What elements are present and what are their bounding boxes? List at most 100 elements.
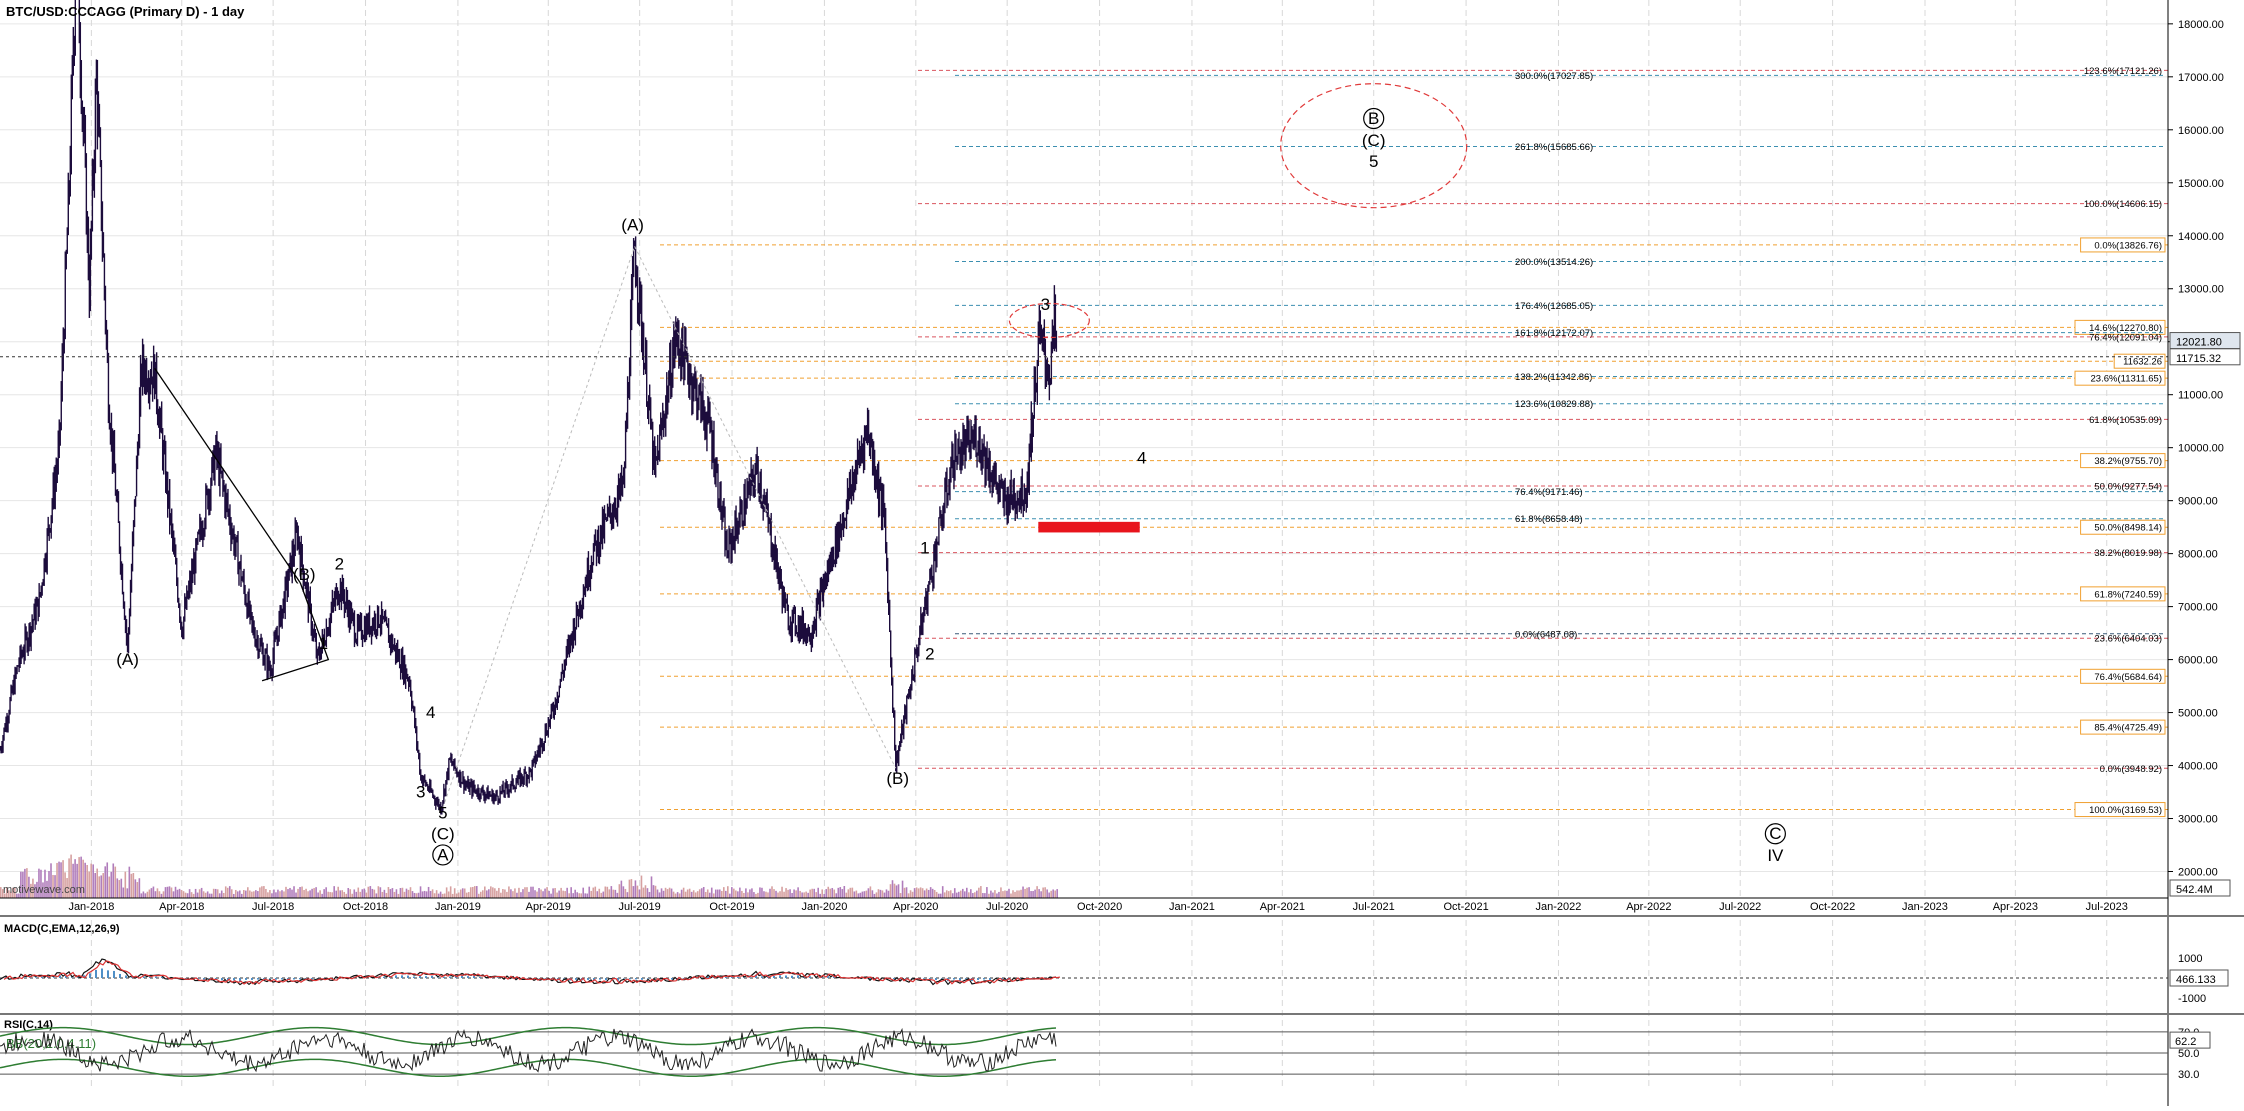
volume-bar xyxy=(755,893,757,898)
fib-level-label: 76.4%(5684.64) xyxy=(2094,672,2162,683)
rsi-value: 62.2 xyxy=(2175,1036,2196,1048)
volume-bar xyxy=(777,892,779,898)
fib-level-label: 176.4%(12685.05) xyxy=(1515,301,1593,312)
volume-bar xyxy=(311,888,313,898)
volume-bar xyxy=(313,888,315,898)
volume-bar xyxy=(417,892,420,898)
volume-bar xyxy=(423,890,426,898)
volume-bar xyxy=(162,891,165,898)
volume-bar xyxy=(841,889,844,898)
wave-label: B xyxy=(1368,109,1379,128)
fib-level-label: 123.6%(10829.88) xyxy=(1515,399,1593,410)
volume-bar xyxy=(913,888,916,898)
volume-bar xyxy=(887,890,890,898)
volume-bar xyxy=(568,893,570,898)
volume-bar xyxy=(257,891,259,898)
volume-bar xyxy=(618,884,621,898)
volume-bar xyxy=(455,893,458,898)
volume-bar xyxy=(184,892,187,898)
volume-bar xyxy=(725,890,727,898)
volume-bar xyxy=(122,887,125,898)
wave-label-circle xyxy=(1363,107,1385,130)
date-tick-label: Jan-2021 xyxy=(1169,901,1215,913)
volume-bar xyxy=(941,886,944,898)
volume-bar xyxy=(885,889,888,898)
volume-bar xyxy=(508,886,510,898)
volume-bar xyxy=(775,890,777,898)
fib-level-label: 11632.26 xyxy=(2123,357,2162,368)
volume-bar xyxy=(779,891,781,898)
volume-bar xyxy=(708,892,711,898)
volume-bar xyxy=(453,888,456,898)
volume-bar xyxy=(542,891,544,898)
volume-bar xyxy=(375,893,378,898)
volume-bar xyxy=(178,888,181,898)
volume-bar xyxy=(1012,890,1014,898)
volume-bar xyxy=(188,889,191,898)
volume-bar xyxy=(602,891,605,898)
volume-bar xyxy=(915,887,918,898)
volume-bar xyxy=(473,886,476,898)
volume-bar xyxy=(431,889,434,898)
volume-bar xyxy=(827,886,830,898)
volume-bar xyxy=(632,886,635,898)
volume-bar xyxy=(198,889,201,898)
volume-bar xyxy=(612,889,615,898)
volume-bar xyxy=(253,891,255,898)
volume-bar xyxy=(1022,886,1024,898)
volume-bar xyxy=(765,891,767,898)
volume-bar xyxy=(120,878,123,898)
volume-bar xyxy=(974,892,976,898)
volume-bar xyxy=(38,868,40,898)
volume-bar xyxy=(704,891,707,898)
volume-bar xyxy=(357,887,360,898)
volume-bar xyxy=(459,889,462,898)
volume-bar xyxy=(566,887,568,898)
volume-bar xyxy=(861,891,864,898)
volume-bar xyxy=(789,889,791,898)
volume-bar xyxy=(1016,890,1018,898)
wave-label: A xyxy=(437,845,449,864)
volume-bar xyxy=(682,887,685,898)
volume-bar xyxy=(921,888,924,898)
volume-bar xyxy=(588,886,591,898)
volume-bar xyxy=(644,885,647,898)
volume-bar xyxy=(204,892,207,898)
volume-bar xyxy=(216,889,219,898)
volume-bar xyxy=(594,886,597,898)
volume-bar xyxy=(743,893,745,898)
fib-level-box xyxy=(2080,586,2166,602)
volume-bar xyxy=(0,887,2,898)
volume-bar xyxy=(112,863,115,898)
fib-level-label: 14.6%(12270.80) xyxy=(2089,323,2162,334)
volume-bar xyxy=(118,880,121,898)
volume-bar xyxy=(972,893,974,898)
volume-bar xyxy=(899,893,902,898)
volume-bar xyxy=(837,887,840,898)
volume-bar xyxy=(720,890,723,898)
volume-bar xyxy=(933,889,936,898)
volume-bar xyxy=(415,893,418,898)
fib-level-box xyxy=(2080,719,2166,735)
target-ellipse xyxy=(1008,302,1090,339)
volume-bar xyxy=(471,886,474,898)
volume-bar xyxy=(243,890,245,898)
macd-label: MACD(C,EMA,12,26,9) xyxy=(4,923,120,935)
volume-bar xyxy=(144,893,147,898)
volume-bar xyxy=(978,887,980,898)
volume-bar xyxy=(761,887,763,898)
date-tick-label: Apr-2020 xyxy=(893,901,938,913)
volume-bar xyxy=(518,887,520,898)
volume-bar xyxy=(335,890,337,898)
volume-bar xyxy=(903,887,906,898)
volume-bar xyxy=(773,889,775,898)
volume-bar xyxy=(799,890,801,898)
volume-bar xyxy=(202,891,205,898)
volume-bar xyxy=(389,889,392,898)
volume-bar xyxy=(224,886,227,898)
volume-bar xyxy=(1040,891,1042,898)
volume-bar xyxy=(339,890,342,898)
volume-bar xyxy=(871,890,874,898)
fib-level-label: 61.8%(10535.09) xyxy=(2089,415,2162,426)
